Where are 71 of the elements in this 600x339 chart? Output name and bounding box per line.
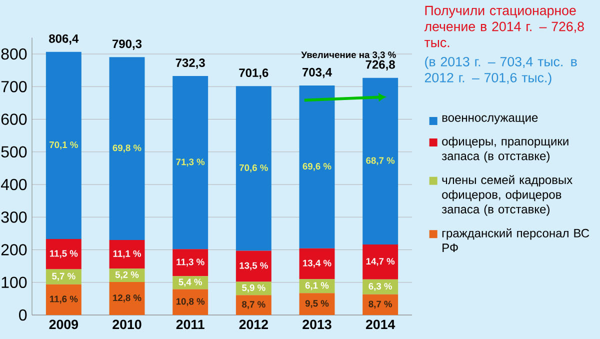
annotation: 13,4 % — [303, 260, 332, 268]
annotation: 8,7 % — [368, 300, 392, 309]
annotation: 11,5 % — [50, 250, 78, 258]
annotation: 8,7 % — [242, 301, 266, 310]
bar — [172, 249, 208, 276]
total-label: 732,3 — [176, 58, 205, 69]
annotation: 6,3 % — [368, 282, 392, 291]
bar — [109, 282, 145, 315]
x-tick-label: 2012 — [239, 320, 268, 330]
annotation: 12,8 % — [113, 294, 142, 302]
annotation: 11,6 % — [50, 296, 78, 304]
bar — [109, 240, 145, 269]
annotation: 6,1 % — [305, 282, 329, 290]
total-label: 726,8 — [366, 60, 395, 71]
text: (в 2013 г. – 703,4 тыс. в 2012 г. – 701,6 тыс.) — [424, 56, 577, 86]
annotation: Увеличение на 3,3 % — [301, 52, 396, 60]
bar — [299, 85, 335, 248]
x-tick-label: 2011 — [176, 320, 204, 330]
legend-label: военнослужащие — [442, 115, 538, 124]
total-label: 806,4 — [49, 34, 79, 45]
annotation: 70,1 % — [50, 141, 78, 150]
bar — [236, 295, 272, 315]
bar — [172, 289, 208, 315]
legend-label: офицеры, прапорщики запаса (в отставке) — [442, 136, 568, 163]
annotation: 68,7 % — [366, 157, 395, 166]
bar — [236, 250, 272, 282]
annotation: 5,2 % — [115, 271, 139, 280]
total-label: 703,4 — [302, 68, 332, 78]
bar — [362, 244, 398, 280]
bar — [46, 269, 82, 284]
bar — [46, 238, 82, 270]
annotation: 5,7 % — [52, 272, 76, 281]
y-tick-label: 0 — [19, 309, 27, 321]
bar — [362, 294, 398, 315]
text: Получили стационарное лечение в 2014 г. – 726,8 тыс. — [424, 6, 584, 48]
y-tick-label: 200 — [1, 244, 27, 256]
legend-label: гражданский персонал ВС РФ — [442, 228, 590, 252]
y-tick-label: 400 — [0, 178, 27, 190]
annotation: 5,9 % — [242, 284, 266, 292]
annotation: 13,5 % — [240, 262, 268, 270]
annotation: 14,7 % — [366, 258, 395, 266]
bar — [362, 78, 398, 245]
total-label: 790,3 — [112, 40, 142, 50]
y-tick-label: 800 — [1, 48, 27, 60]
y-tick-label: 500 — [1, 146, 27, 158]
annotation: 10,8 % — [176, 298, 205, 306]
x-tick-label: 2009 — [49, 320, 78, 330]
bar — [299, 248, 335, 280]
bar — [299, 293, 335, 315]
y-tick-label: 700 — [1, 80, 27, 92]
bar — [236, 86, 272, 251]
annotation: 69,8 % — [112, 144, 142, 153]
annotation: 69,6 % — [302, 162, 332, 171]
y-tick-label: 300 — [1, 211, 27, 223]
legend-label: члены семей кадровых офицеров, офицеров запаса (в отставке) — [442, 175, 572, 216]
annotation: 9,5 % — [305, 300, 329, 308]
x-tick-label: 2010 — [112, 320, 142, 330]
bar — [109, 57, 145, 240]
annotation: 71,3 % — [176, 158, 205, 167]
bar — [46, 284, 82, 315]
total-label: 701,6 — [239, 68, 268, 79]
y-tick-label: 100 — [2, 276, 27, 288]
x-tick-label: 2014 — [366, 320, 396, 330]
annotation: 70,6 % — [240, 164, 268, 172]
y-tick-label: 600 — [1, 114, 27, 125]
bar — [172, 76, 208, 250]
bar — [46, 52, 82, 239]
annotation: 11,1 % — [113, 250, 142, 258]
annotation: 11,3 % — [176, 258, 204, 267]
annotation: 5,4 % — [178, 278, 202, 287]
x-tick-label: 2013 — [302, 320, 332, 330]
